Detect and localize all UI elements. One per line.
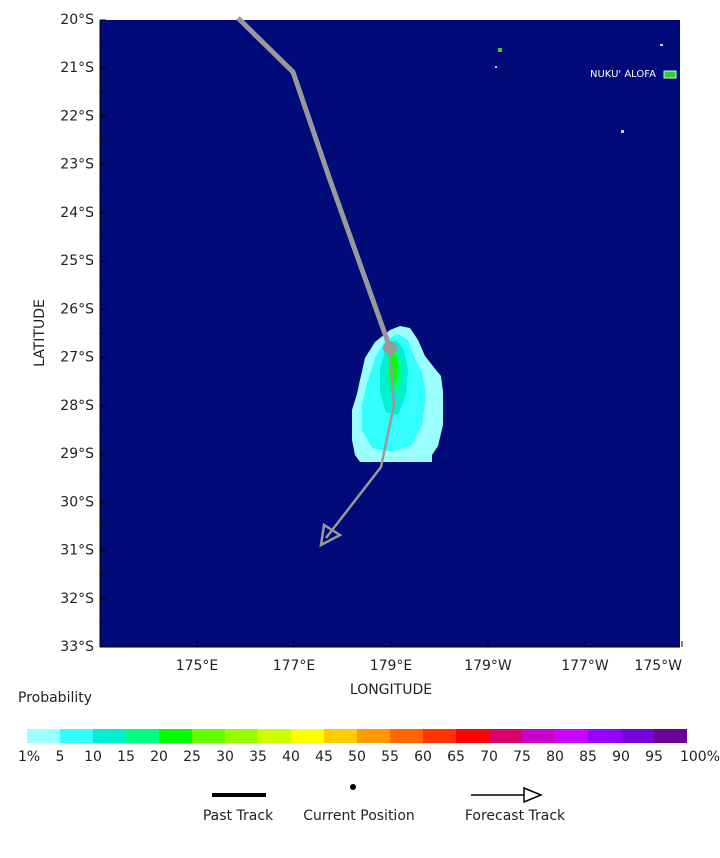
lat-label: 25°S [60, 253, 94, 269]
colorbar-cell [522, 729, 555, 743]
colorbar-cell [654, 729, 687, 743]
colorbar-label: 25 [183, 749, 201, 765]
colorbar-cell [324, 729, 357, 743]
lat-label: 26°S [60, 301, 94, 317]
legend-forecast-arrow [523, 786, 543, 804]
legend-label: Current Position [303, 808, 415, 824]
lat-label: 24°S [60, 205, 94, 221]
colorbar-label: 90 [612, 749, 630, 765]
colorbar-label: 45 [315, 749, 333, 765]
colorbar-cell [357, 729, 390, 743]
colorbar-cell [390, 729, 423, 743]
colorbar-cell [456, 729, 489, 743]
lon-label: 175°W [634, 658, 682, 674]
colorbar-label: 20 [150, 749, 168, 765]
x-axis-label: LONGITUDE [350, 682, 432, 698]
colorbar-label: 15 [117, 749, 135, 765]
lat-label: 33°S [60, 639, 94, 655]
island [498, 48, 502, 52]
forecast-arrow [319, 522, 343, 548]
lat-label: 22°S [60, 108, 94, 124]
colorbar-cell [192, 729, 225, 743]
colorbar-title: Probability [18, 690, 92, 706]
legend-label: Forecast Track [465, 808, 566, 824]
place-label: NUKU' ALOFA [590, 69, 656, 80]
colorbar-cell [225, 729, 258, 743]
legend-label: Past Track [203, 808, 274, 824]
colorbar-cell [60, 729, 93, 743]
colorbar-label: 80 [546, 749, 564, 765]
colorbar-label: 40 [282, 749, 300, 765]
colorbar-label: 60 [414, 749, 432, 765]
lat-label: 30°S [60, 494, 94, 510]
colorbar-cell [93, 729, 126, 743]
colorbar-label: 75 [513, 749, 531, 765]
colorbar-label: 5 [56, 749, 65, 765]
colorbar-cell [621, 729, 654, 743]
colorbar-label: 50 [348, 749, 366, 765]
colorbar-cell [423, 729, 456, 743]
colorbar-label: 100% [680, 749, 720, 765]
colorbar-label: 55 [381, 749, 399, 765]
colorbar-cell [126, 729, 159, 743]
lon-label: 177°E [273, 658, 316, 674]
colorbar-label: 70 [480, 749, 498, 765]
colorbar-label: 10 [84, 749, 102, 765]
lon-label: 179°E [370, 658, 413, 674]
y-axis-label: LATITUDE [32, 299, 48, 367]
colorbar-label: 95 [645, 749, 663, 765]
lat-label: 31°S [60, 543, 94, 559]
colorbar-cell [27, 729, 60, 743]
lat-label: 32°S [60, 591, 94, 607]
legend-current-dot [350, 784, 356, 790]
colorbar-cell [159, 729, 192, 743]
colorbar-label: 30 [216, 749, 234, 765]
island [663, 70, 677, 79]
island [621, 130, 624, 133]
colorbar-cell [555, 729, 588, 743]
colorbar-label: 35 [249, 749, 267, 765]
current-position [383, 341, 397, 355]
lon-label: 175°E [176, 658, 219, 674]
colorbar-cell [258, 729, 291, 743]
island [660, 44, 663, 46]
lat-label: 27°S [60, 350, 94, 366]
colorbar-label: 1% [18, 749, 40, 765]
colorbar-cell [291, 729, 324, 743]
lon-label: 177°W [561, 658, 609, 674]
colorbar-cell [588, 729, 621, 743]
lat-label: 21°S [60, 60, 94, 76]
lon-label: 179°W [464, 658, 512, 674]
island [495, 66, 497, 68]
lat-label: 20°S [60, 12, 94, 28]
past-track [236, 16, 393, 349]
lat-label: 23°S [60, 157, 94, 173]
colorbar-label: 85 [579, 749, 597, 765]
forecast-track [325, 349, 396, 539]
colorbar-cell [489, 729, 522, 743]
lat-label: 29°S [60, 446, 94, 462]
lat-label: 28°S [60, 398, 94, 414]
colorbar-label: 65 [447, 749, 465, 765]
